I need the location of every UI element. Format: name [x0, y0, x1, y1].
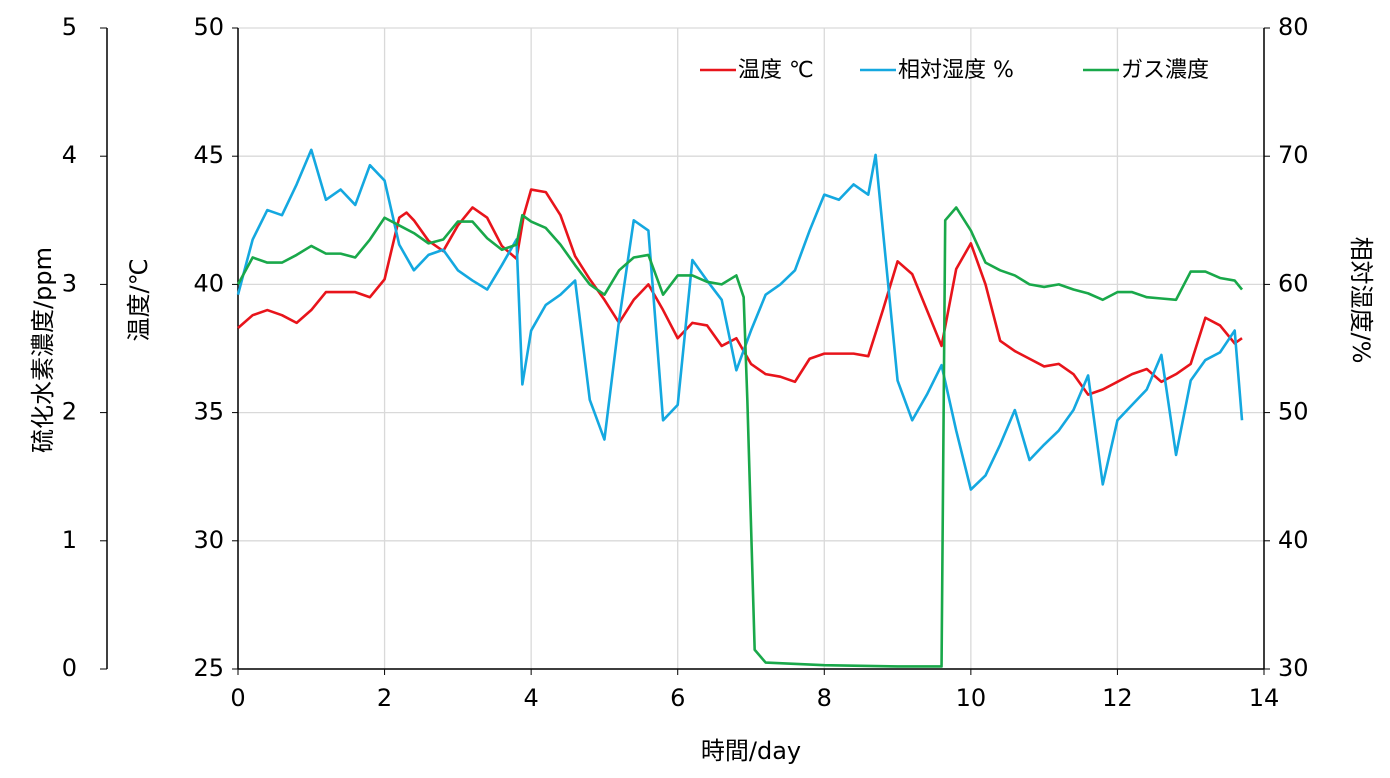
y-tick-label: 35 — [193, 398, 224, 426]
x-tick-label: 8 — [817, 684, 832, 712]
y2-tick-label: 40 — [1278, 526, 1309, 554]
x-tick-label: 10 — [956, 684, 987, 712]
y3-tick-label: 2 — [62, 398, 77, 426]
x-tick-label: 12 — [1102, 684, 1133, 712]
y-tick-label: 45 — [193, 141, 224, 169]
y-axis-title: 温度/℃ — [125, 258, 153, 341]
x-tick-label: 14 — [1249, 684, 1280, 712]
y2-axis-title: 相対湿度/% — [1347, 237, 1375, 364]
x-tick-label: 2 — [377, 684, 392, 712]
y2-tick-label: 70 — [1278, 141, 1309, 169]
y3-tick-label: 4 — [62, 141, 77, 169]
y-tick-label: 40 — [193, 269, 224, 297]
y2-tick-label: 50 — [1278, 398, 1309, 426]
y-tick-label: 30 — [193, 526, 224, 554]
y3-tick-label: 1 — [62, 526, 77, 554]
y-tick-label: 25 — [193, 654, 224, 682]
legend-label: 温度 ℃ — [738, 58, 814, 83]
legend-label: ガス濃度 — [1121, 58, 1209, 83]
legend-label: 相対湿度 % — [898, 58, 1014, 83]
series-line — [236, 206, 1244, 668]
y-tick-label: 50 — [193, 13, 224, 41]
y3-tick-label: 5 — [62, 13, 77, 41]
series-line — [236, 148, 1244, 491]
y2-tick-label: 80 — [1278, 13, 1309, 41]
x-tick-label: 4 — [524, 684, 539, 712]
x-tick-label: 6 — [670, 684, 685, 712]
y2-tick-label: 60 — [1278, 269, 1309, 297]
y2-tick-label: 30 — [1278, 654, 1309, 682]
y3-axis-title: 硫化水素濃度/ppm — [29, 247, 57, 453]
y3-tick-label: 0 — [62, 654, 77, 682]
x-tick-label: 0 — [230, 684, 245, 712]
series-line — [237, 188, 1243, 396]
y3-tick-label: 3 — [62, 269, 77, 297]
x-axis-title: 時間/day — [701, 737, 801, 765]
